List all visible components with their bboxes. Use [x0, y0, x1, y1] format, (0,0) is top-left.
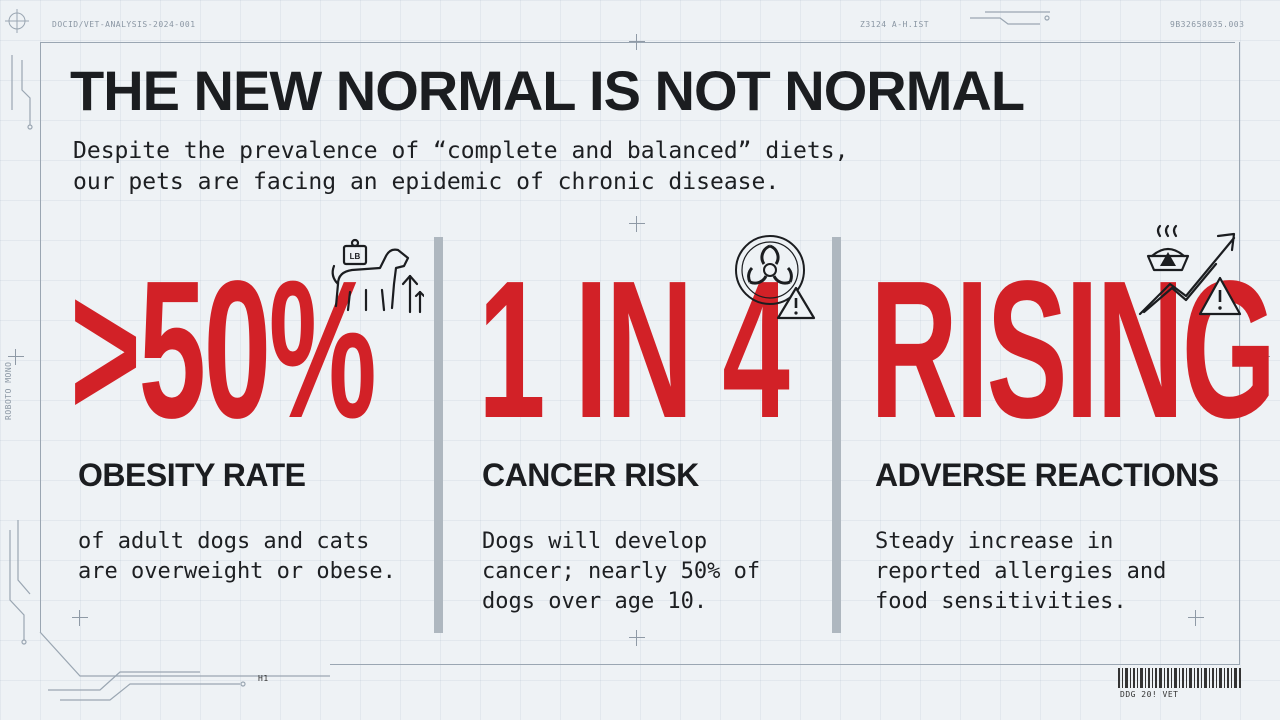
- stat-label: OBESITY RATE: [78, 457, 306, 493]
- barcode-text: DDG 20! VET: [1120, 690, 1179, 699]
- stat-label: ADVERSE REACTIONS: [875, 457, 1219, 493]
- stat-description: Dogs will develop cancer; nearly 50% of …: [482, 529, 761, 614]
- barcode: [1118, 668, 1241, 688]
- subtitle-line-2: our pets are facing an epidemic of chron…: [73, 169, 780, 195]
- crosshair-mark: [1188, 610, 1204, 626]
- biohazard-warning-icon: [735, 235, 816, 320]
- top-code: Z3124 A-H.IST: [860, 20, 930, 29]
- stat-value: >50%: [70, 240, 377, 459]
- page-title: THE NEW NORMAL IS NOT NORMAL: [70, 59, 1025, 122]
- crosshair-mark: [72, 610, 88, 626]
- frame-bottom-line: [330, 664, 1240, 665]
- column-divider: [832, 237, 841, 633]
- subtitle-line-1: Despite the prevalence of “complete and …: [73, 138, 849, 164]
- top-right-code: 9B32658035.003: [1170, 20, 1245, 29]
- crosshair-mark: [629, 630, 645, 646]
- stat-description: Steady increase in reported allergies an…: [875, 529, 1167, 614]
- food-bowl-trend-warning-icon: [1138, 224, 1242, 316]
- frame-left-line: [40, 42, 41, 632]
- bottom-code: H1: [258, 674, 269, 683]
- page-subtitle: Despite the prevalence of “complete and …: [73, 136, 973, 198]
- stat-label: CANCER RISK: [482, 457, 699, 493]
- stat-value: 1 IN 4: [478, 240, 790, 459]
- crosshair-mark: [8, 349, 24, 365]
- stat-description: of adult dogs and cats are overweight or…: [78, 529, 396, 584]
- crosshair-mark: [629, 216, 645, 232]
- doc-id: DOCID/VET-ANALYSIS-2024-001: [52, 20, 196, 29]
- frame-top-line: [40, 42, 1235, 43]
- dog-weight-icon: LB: [331, 238, 424, 314]
- weight-tag-text: LB: [350, 252, 361, 261]
- crosshair-mark: [1254, 349, 1270, 365]
- side-left-text: ROBOTO MONO: [4, 361, 13, 420]
- crosshair-mark: [629, 34, 645, 50]
- frame-right-line: [1239, 42, 1240, 664]
- column-divider: [434, 237, 443, 633]
- stat-value: RISING: [870, 240, 1276, 459]
